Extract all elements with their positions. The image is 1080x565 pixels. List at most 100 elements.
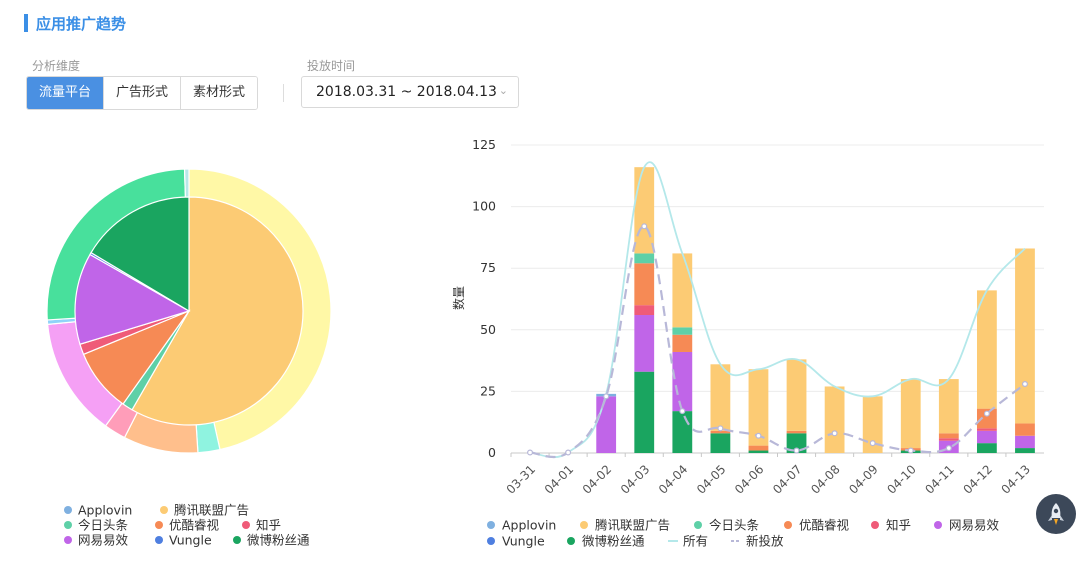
dimension-option-ad-format[interactable]: 广告形式 (104, 77, 182, 109)
bar-legend-label-new[interactable]: 新投放 (746, 534, 784, 549)
date-range-select[interactable]: 2018.03.31 ~ 2018.04.13 ⌄ (301, 76, 519, 108)
pie-legend-label-toutiao[interactable]: 今日头条 (78, 518, 129, 533)
x-tick-label: 04-09 (846, 462, 881, 497)
bar-segment-zhihu[interactable] (976, 428, 997, 431)
dimension-option-traffic-platform[interactable]: 流量平台 (27, 77, 105, 109)
bar-segment-netease[interactable] (596, 396, 617, 453)
line-point-new[interactable] (603, 393, 610, 400)
bar-segment-tencent[interactable] (900, 379, 921, 449)
y-axis-label: 数量 (451, 286, 466, 310)
bar-segment-zhihu[interactable] (634, 305, 655, 316)
bar-segment-tencent[interactable] (672, 253, 693, 328)
line-point-new[interactable] (983, 410, 990, 417)
bar-legend-marker-zhihu (871, 521, 879, 529)
bar-legend-label-toutiao[interactable]: 今日头条 (709, 518, 760, 533)
pie-legend-label-netease[interactable]: 网易易效 (78, 533, 129, 548)
bar-segment-weibo[interactable] (672, 411, 693, 453)
bar-legend-label-vungle[interactable]: Vungle (502, 534, 545, 549)
line-point-new[interactable] (679, 408, 686, 415)
rocket-icon (1048, 503, 1064, 525)
dimension-label: 分析维度 (32, 59, 81, 73)
pie-legend-label-applovin[interactable]: Applovin (78, 503, 132, 518)
bar-segment-tencent[interactable] (976, 290, 997, 409)
bar-legend-marker-netease (934, 521, 942, 529)
date-range-value: 2018.03.31 ~ 2018.04.13 (316, 84, 497, 100)
bar-segment-netease[interactable] (634, 315, 655, 372)
line-all (529, 161, 1026, 459)
bar-legend-label-applovin[interactable]: Applovin (502, 518, 556, 533)
bar-segment-youku[interactable] (710, 430, 731, 434)
bar-legend-label-youku[interactable]: 优酷睿视 (799, 518, 850, 533)
pie-legend-marker-zhihu (242, 521, 250, 529)
pie-inner-slice-tencent (131, 196, 304, 426)
line-point-new[interactable] (641, 223, 648, 230)
time-label: 投放时间 (307, 59, 356, 73)
x-tick-label: 04-03 (618, 462, 653, 497)
bar-segment-tencent[interactable] (634, 167, 655, 254)
line-point-new[interactable] (907, 447, 914, 454)
line-point-new[interactable] (565, 449, 572, 456)
filter-divider (283, 84, 284, 102)
pie-legend-label-youku[interactable]: 优酷睿视 (169, 518, 220, 533)
line-point-new[interactable] (755, 432, 762, 439)
line-point-new[interactable] (527, 449, 534, 456)
bar-segment-youku[interactable] (976, 408, 997, 429)
bar-legend-label-weibo[interactable]: 微博粉丝通 (582, 534, 645, 549)
pie-legend-label-tencent[interactable]: 腾讯联盟广告 (174, 503, 249, 518)
pie-legend-label-weibo[interactable]: 微博粉丝通 (247, 533, 310, 548)
x-tick-label: 04-04 (656, 462, 691, 497)
line-point-new[interactable] (1021, 381, 1028, 388)
x-tick-label: 04-05 (694, 462, 729, 497)
bar-segment-tencent[interactable] (786, 359, 807, 431)
bar-segment-weibo[interactable] (748, 450, 769, 453)
bar-segment-netease[interactable] (1015, 435, 1035, 449)
bar-segment-youku[interactable] (634, 263, 655, 306)
bar-legend-label-all[interactable]: 所有 (683, 534, 708, 549)
bar-segment-netease[interactable] (976, 430, 997, 444)
bar-legend-label-netease[interactable]: 网易易效 (949, 518, 1000, 533)
bar-segment-youku[interactable] (748, 445, 769, 451)
bar-segment-tencent[interactable] (862, 396, 883, 453)
bar-legend-marker-applovin (487, 521, 495, 529)
line-point-new[interactable] (717, 425, 724, 432)
line-point-new[interactable] (945, 445, 952, 452)
bar-segment-weibo[interactable] (710, 433, 731, 453)
bar-segment-weibo[interactable] (1015, 448, 1035, 453)
bar-segment-youku[interactable] (1015, 423, 1035, 436)
bar-legend-marker-tencent (580, 521, 588, 529)
bar-legend-marker-weibo (567, 537, 575, 545)
pie-legend-label-vungle[interactable]: Vungle (169, 533, 212, 548)
pie-legend-marker-netease (64, 536, 72, 544)
line-point-new[interactable] (793, 447, 800, 454)
bar-segment-youku[interactable] (786, 430, 807, 434)
bar-segment-weibo[interactable] (976, 443, 997, 453)
bar-segment-tencent[interactable] (1015, 248, 1035, 424)
x-tick-label: 04-12 (960, 462, 995, 497)
bar-segment-tencent[interactable] (748, 369, 769, 446)
line-point-new[interactable] (869, 440, 876, 447)
bar-segment-toutiao[interactable] (634, 253, 655, 264)
bar-segment-weibo[interactable] (634, 371, 655, 453)
y-tick-label: 25 (480, 383, 496, 398)
bar-segment-toutiao[interactable] (672, 327, 693, 335)
y-tick-label: 75 (480, 260, 496, 275)
back-to-top-button[interactable] (1036, 494, 1076, 534)
bar-segment-weibo[interactable] (786, 433, 807, 453)
y-tick-label: 50 (480, 322, 496, 337)
bar-segment-youku[interactable] (672, 334, 693, 352)
line-point-new[interactable] (831, 430, 838, 437)
bar-segment-zhihu[interactable] (938, 438, 959, 441)
pie-legend-label-zhihu[interactable]: 知乎 (256, 518, 281, 533)
bar-segment-tencent[interactable] (824, 386, 845, 453)
bar-segment-tencent[interactable] (938, 379, 959, 434)
bar-legend-label-zhihu[interactable]: 知乎 (886, 518, 911, 533)
stacked-bar-chart: 0 25 50 75 100 125 数量 03-31 04-01 04-02 04-03 04-04… (451, 137, 1044, 549)
x-tick-label: 03-31 (504, 462, 539, 497)
bar-segment-netease[interactable] (672, 351, 693, 412)
dimension-option-material-format[interactable]: 素材形式 (181, 77, 258, 109)
pie-legend-marker-applovin (64, 506, 72, 514)
bar-legend-label-tencent[interactable]: 腾讯联盟广告 (595, 518, 670, 533)
bar-segment-youku[interactable] (938, 433, 959, 439)
bar-segment-tencent[interactable] (710, 364, 731, 431)
